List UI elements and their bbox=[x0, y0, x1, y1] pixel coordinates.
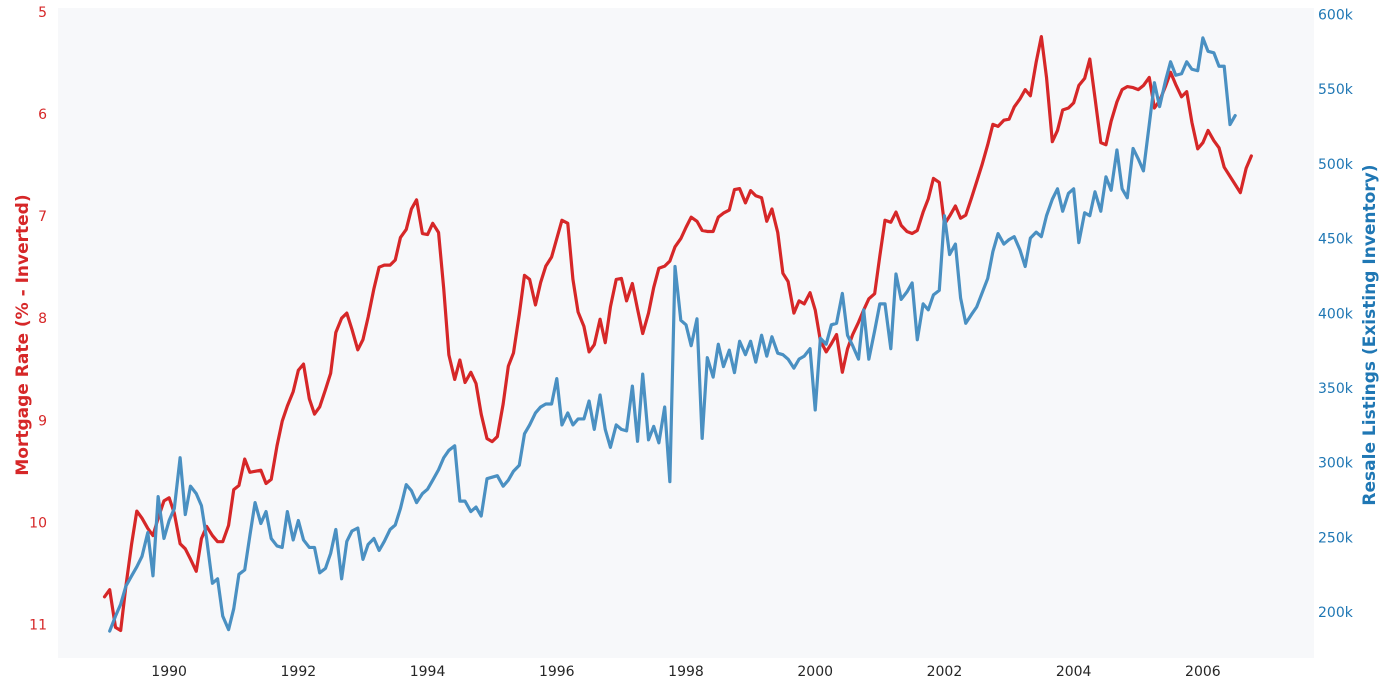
series-layer bbox=[102, 34, 1253, 633]
x-tick-label: 1992 bbox=[281, 664, 317, 680]
right-tick-label: 400k bbox=[1318, 306, 1354, 322]
right-tick-label: 600k bbox=[1318, 7, 1354, 23]
x-tick-label: 2006 bbox=[1185, 664, 1221, 680]
left-tick-label: 8 bbox=[38, 311, 47, 327]
x-tick-label: 2004 bbox=[1056, 664, 1092, 680]
right-tick-label: 450k bbox=[1318, 232, 1354, 248]
left-axis-ticks: 5 6 7 8 9 10 11 bbox=[29, 5, 47, 633]
mortgage-rate-line bbox=[102, 34, 1253, 633]
right-axis-ticks: 200k 250k 300k 350k 400k 450k 500k 550k 600k bbox=[1318, 7, 1354, 621]
x-tick-label: 2002 bbox=[927, 664, 963, 680]
resale-listings-line bbox=[108, 36, 1237, 633]
x-tick-label: 2000 bbox=[797, 664, 833, 680]
left-tick-label: 5 bbox=[38, 5, 47, 21]
left-tick-label: 7 bbox=[38, 209, 47, 225]
left-axis-title: Mortgage Rate (% - Inverted) bbox=[13, 194, 33, 475]
right-axis-title: Resale Listings (Existing Inventory) bbox=[1360, 164, 1380, 505]
left-tick-label: 6 bbox=[38, 107, 47, 123]
left-tick-label: 10 bbox=[29, 515, 47, 531]
right-tick-label: 550k bbox=[1318, 82, 1354, 98]
right-tick-label: 500k bbox=[1318, 157, 1354, 173]
x-tick-label: 1996 bbox=[539, 664, 575, 680]
x-axis-ticks: 1990 1992 1994 1996 1998 2000 2002 2004 2006 bbox=[151, 664, 1220, 680]
plot-area bbox=[58, 8, 1314, 658]
right-tick-label: 200k bbox=[1318, 605, 1354, 621]
x-tick-label: 1990 bbox=[151, 664, 187, 680]
right-tick-label: 250k bbox=[1318, 530, 1354, 546]
x-tick-label: 1998 bbox=[668, 664, 704, 680]
right-tick-label: 350k bbox=[1318, 381, 1354, 397]
left-tick-label: 9 bbox=[38, 413, 47, 429]
right-tick-label: 300k bbox=[1318, 456, 1354, 472]
left-tick-label: 11 bbox=[29, 617, 47, 633]
x-tick-label: 1994 bbox=[410, 664, 446, 680]
